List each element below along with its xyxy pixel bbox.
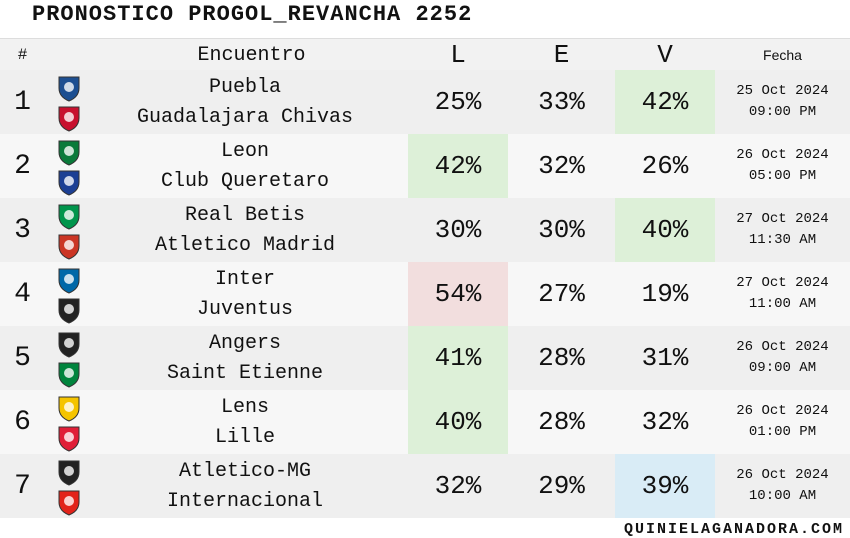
pct-v: 42% (615, 70, 715, 134)
match-time: 11:30 AM (748, 232, 817, 248)
row-number: 3 (14, 214, 31, 246)
table-row: 1 Puebla Guadalajara Chivas 25% 33% 42% 25 Oct… (0, 70, 850, 134)
home-team: Lens (220, 395, 269, 419)
pct-l: 40% (408, 390, 508, 454)
team-logo (58, 362, 80, 388)
away-team: Atletico Madrid (154, 233, 336, 257)
row-number: 2 (14, 150, 31, 182)
match-time: 09:00 PM (748, 104, 817, 120)
pct-v: 26% (641, 151, 689, 181)
team-logo (58, 140, 80, 166)
pct-v: 19% (641, 279, 689, 309)
table-row: 6 Lens Lille 40% 28% 32% 26 Oct 2024 01:00 PM (0, 390, 850, 454)
pct-e: 30% (538, 215, 585, 245)
home-team: Leon (220, 139, 269, 163)
match-time: 09:00 AM (748, 360, 817, 376)
table-row: 3 Real Betis Atletico Madrid 30% 30% 40% 27 Oc… (0, 198, 850, 262)
table-header (0, 38, 850, 70)
match-time: 05:00 PM (748, 168, 817, 184)
title: PRONOSTICO PROGOL_REVANCHA 2252 (32, 2, 473, 27)
team-logo (58, 170, 80, 196)
table-row: 7 Atletico-MG Internacional 32% 29% 39% 26 Oct… (0, 454, 850, 518)
away-team: Juventus (196, 297, 293, 321)
team-logo (58, 460, 80, 486)
match-time: 01:00 PM (748, 424, 817, 440)
pct-e: 27% (538, 279, 585, 309)
pct-l: 32% (434, 471, 482, 501)
match-time: 11:00 AM (748, 296, 817, 312)
pct-l: 42% (408, 134, 508, 198)
team-logo (58, 234, 80, 260)
away-team: Club Queretaro (160, 169, 330, 193)
column-header: L (450, 40, 466, 70)
away-team: Guadalajara Chivas (136, 105, 354, 129)
pct-v: 32% (641, 407, 689, 437)
home-team: Atletico-MG (178, 459, 312, 483)
match-date: 26 Oct 2024 (736, 467, 829, 483)
pct-v: 31% (641, 343, 689, 373)
team-logo (58, 332, 80, 358)
pct-v: 39% (615, 454, 715, 518)
home-team: Real Betis (184, 203, 306, 227)
team-logo (58, 204, 80, 230)
column-header: Fecha (763, 47, 802, 63)
footer-site: QUINIELAGANADORA.COM (623, 521, 844, 538)
home-team: Angers (208, 331, 281, 355)
team-logo (58, 268, 80, 294)
pct-l: 54% (408, 262, 508, 326)
row-number: 5 (14, 342, 31, 374)
away-team: Saint Etienne (166, 361, 324, 385)
away-team: Internacional (166, 489, 324, 513)
pct-e: 28% (538, 407, 585, 437)
team-logo (58, 426, 80, 452)
team-logo (58, 106, 80, 132)
match-date: 27 Oct 2024 (736, 211, 829, 227)
pct-v: 40% (615, 198, 715, 262)
table-row: 2 Leon Club Queretaro 42% 32% 26% 26 Oct 2024 0… (0, 134, 850, 198)
team-logo (58, 490, 80, 516)
table-row: 5 Angers Saint Etienne 41% 28% 31% 26 Oct 2024… (0, 326, 850, 390)
team-logo (58, 298, 80, 324)
table-row: 4 Inter Juventus 54% 27% 19% 27 Oct 2024 11:00 … (0, 262, 850, 326)
pct-e: 33% (538, 87, 585, 117)
pct-l: 25% (434, 87, 482, 117)
match-date: 25 Oct 2024 (736, 83, 829, 99)
match-date: 26 Oct 2024 (736, 403, 829, 419)
away-team: Lille (214, 425, 275, 449)
pct-e: 29% (538, 471, 585, 501)
pct-l: 30% (434, 215, 482, 245)
match-date: 27 Oct 2024 (736, 275, 829, 291)
row-number: 6 (14, 406, 31, 438)
row-number: 1 (14, 86, 31, 118)
pct-e: 32% (538, 151, 585, 181)
pct-e: 28% (538, 343, 585, 373)
team-logo (58, 396, 80, 422)
home-team: Inter (214, 267, 275, 291)
row-number: 7 (14, 470, 31, 502)
row-number: 4 (14, 278, 31, 310)
match-date: 26 Oct 2024 (736, 339, 829, 355)
column-header: V (657, 40, 673, 70)
match-time: 10:00 AM (748, 488, 817, 504)
column-header: Encuentro (197, 43, 306, 67)
pct-l: 41% (408, 326, 508, 390)
team-logo (58, 76, 80, 102)
match-date: 26 Oct 2024 (736, 147, 829, 163)
home-team: Puebla (208, 75, 281, 99)
column-header: E (553, 40, 570, 70)
column-header: # (17, 46, 28, 64)
